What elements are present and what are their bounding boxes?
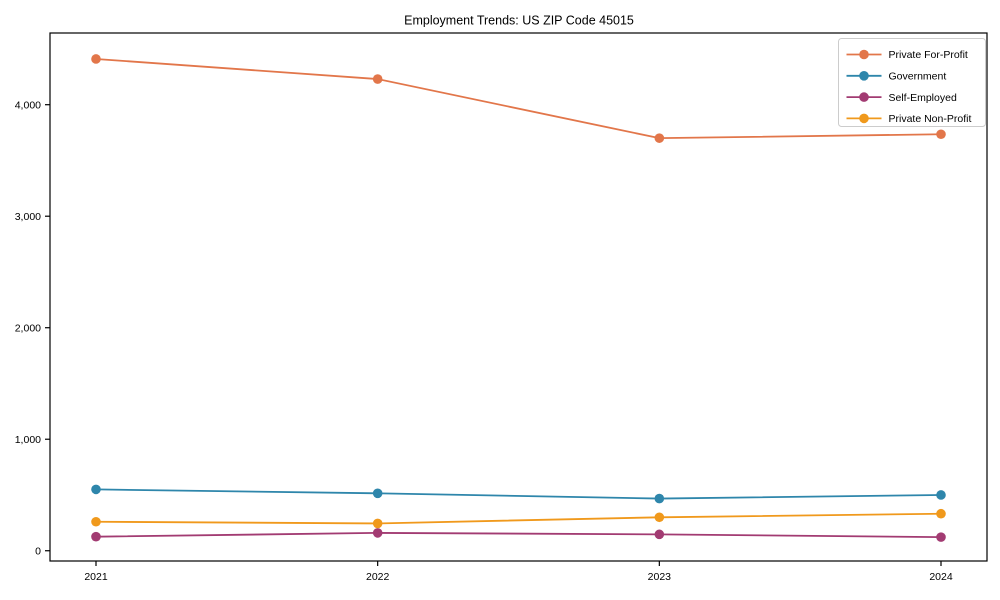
data-point-private-non-profit-2022 bbox=[372, 518, 383, 529]
y-axis-tick-label: 0 bbox=[35, 545, 41, 557]
legend-marker-private-non-profit bbox=[859, 113, 869, 124]
data-point-self-employed-2021 bbox=[91, 531, 101, 542]
data-point-private-for-profit-2022 bbox=[372, 74, 383, 84]
legend-label-self-employed: Self-Employed bbox=[889, 92, 957, 104]
y-axis-tick-label: 3,000 bbox=[15, 211, 41, 223]
series-line-private-non-profit bbox=[95, 512, 942, 525]
legend-label-private-for-profit: Private For-Profit bbox=[889, 49, 968, 61]
x-axis-tick-label: 2021 bbox=[84, 571, 108, 583]
series-line-government bbox=[95, 488, 942, 500]
legend-marker-self-employed bbox=[859, 92, 869, 102]
x-axis-tick-label: 2024 bbox=[929, 571, 953, 583]
data-point-self-employed-2024 bbox=[936, 532, 946, 542]
data-point-government-2024 bbox=[936, 490, 946, 500]
data-point-self-employed-2022 bbox=[372, 528, 383, 538]
data-point-self-employed-2023 bbox=[654, 529, 665, 540]
x-axis-tick-label: 2023 bbox=[648, 571, 672, 583]
series-line-self-employed bbox=[95, 531, 942, 539]
legend-label-government: Government bbox=[889, 71, 947, 83]
y-axis-tick-label: 4,000 bbox=[15, 99, 41, 111]
series-line-private-for-profit bbox=[95, 58, 942, 140]
data-point-private-for-profit-2024 bbox=[936, 129, 946, 140]
data-point-private-non-profit-2021 bbox=[91, 516, 101, 527]
data-point-government-2022 bbox=[372, 488, 383, 499]
data-point-private-for-profit-2021 bbox=[91, 54, 101, 64]
y-axis-tick-label: 2,000 bbox=[15, 322, 41, 334]
legend-box bbox=[838, 38, 986, 127]
legend-marker-government bbox=[859, 71, 869, 81]
data-point-private-for-profit-2023 bbox=[654, 133, 665, 143]
plot-border bbox=[49, 32, 988, 562]
chart-title: Employment Trends: US ZIP Code 45015 bbox=[404, 14, 634, 28]
data-point-private-non-profit-2023 bbox=[654, 512, 665, 523]
data-point-government-2021 bbox=[91, 484, 101, 495]
legend-marker-private-for-profit bbox=[859, 49, 869, 60]
data-point-private-non-profit-2024 bbox=[936, 508, 946, 519]
legend-label-private-non-profit: Private Non-Profit bbox=[889, 113, 972, 125]
x-axis-tick-label: 2022 bbox=[366, 571, 390, 583]
data-point-government-2023 bbox=[654, 493, 665, 504]
y-axis-tick-label: 1,000 bbox=[15, 434, 41, 446]
